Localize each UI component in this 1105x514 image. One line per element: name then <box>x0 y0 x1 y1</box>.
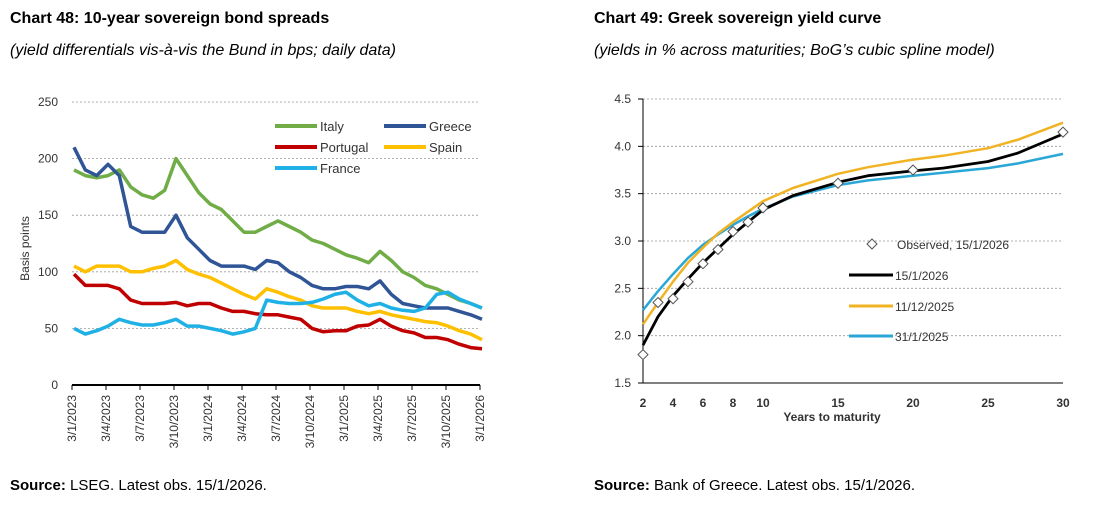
legend-marker-observed <box>866 238 878 250</box>
observed-point <box>1057 126 1069 138</box>
x-tick-label: 25 <box>981 396 995 410</box>
observed-point <box>757 202 769 214</box>
y-tick-label: 1.5 <box>614 376 631 390</box>
x-tick-label: 6 <box>700 396 707 410</box>
source-label: Source: <box>10 477 66 494</box>
series-line-31/1/2025 <box>642 152 1064 311</box>
legend-label-greece: Greece <box>429 119 472 134</box>
x-tick-label: 4 <box>670 396 677 410</box>
x-tick-label: 3/1/2023 <box>65 395 79 442</box>
x-tick-label: 3/7/2025 <box>405 395 419 442</box>
y-tick-label: 4.0 <box>614 139 631 153</box>
observed-point <box>712 243 724 256</box>
x-tick-label: 3/7/2023 <box>133 395 147 442</box>
observed-point <box>697 258 709 270</box>
chart49-subtitle: (yields in % across maturities; BoG’s cu… <box>594 42 995 59</box>
series-line-portugal <box>72 272 483 351</box>
x-tick-label: 3/1/2026 <box>473 395 487 442</box>
x-tick-label: 2 <box>640 396 647 410</box>
series-line-spain <box>73 258 483 342</box>
x-tick-label: 3/1/2024 <box>201 395 215 442</box>
y-tick-label: 50 <box>45 321 59 335</box>
y-tick-label: 4.5 <box>614 92 631 106</box>
legend-label-france: France <box>320 161 360 176</box>
series-line-11/12/2025 <box>641 121 1064 326</box>
chart48-title: Chart 48: 10-year sovereign bond spreads <box>10 10 330 27</box>
legend-label-spain: Spain <box>429 140 462 155</box>
series-line-italy <box>73 156 483 310</box>
source-text: LSEG. Latest obs. 15/1/2026. <box>65 477 267 494</box>
legend-label: 31/1/2025 <box>895 330 949 344</box>
chart49-title: Chart 49: Greek sovereign yield curve <box>594 10 882 27</box>
x-tick-label: 3/10/2025 <box>439 395 453 449</box>
x-tick-label: 3/1/2025 <box>337 395 351 442</box>
y-tick-label: 2.5 <box>614 281 631 295</box>
x-tick-label: 15 <box>831 396 845 410</box>
y-tick-label: 200 <box>38 152 58 166</box>
observed-point <box>637 348 649 361</box>
x-tick-label: 3/10/2023 <box>167 395 181 449</box>
x-tick-label: 3/4/2023 <box>99 395 113 442</box>
legend-label: 15/1/2026 <box>895 269 949 283</box>
x-tick-label: 3/4/2025 <box>371 395 385 442</box>
y-tick-label: 100 <box>38 265 58 279</box>
y-tick-label: 250 <box>38 95 58 109</box>
chart49-source: Source: Bank of Greece. Latest obs. 15/1… <box>594 477 915 494</box>
legend-label: 11/12/2025 <box>895 300 954 314</box>
series-line-greece <box>72 146 483 321</box>
x-tick-label: 20 <box>906 396 920 410</box>
x-tick-label: 30 <box>1056 396 1070 410</box>
x-tick-label: 3/7/2024 <box>269 395 283 442</box>
chart48-subtitle: (yield differentials vis-à-vis the Bund … <box>10 42 396 59</box>
x-tick-label: 3/10/2024 <box>303 395 317 449</box>
legend-label-portugal: Portugal <box>320 140 369 155</box>
observed-point <box>832 177 844 189</box>
legend-label-observed: Observed, 15/1/2026 <box>897 238 1009 252</box>
series-line-france <box>73 290 483 336</box>
observed-point <box>667 293 679 305</box>
x-tick-label: 8 <box>730 396 737 410</box>
observed-point <box>652 296 664 309</box>
y-tick-label: 3.5 <box>614 187 631 201</box>
observed-point <box>682 275 694 288</box>
source-label: Source: <box>594 477 650 494</box>
source-text: Bank of Greece. Latest obs. 15/1/2026. <box>649 477 916 494</box>
observed-point <box>742 216 754 228</box>
y-axis-label: Basis points <box>18 216 32 281</box>
y-tick-label: 150 <box>38 208 58 222</box>
x-tick-label: 3/4/2024 <box>235 395 249 442</box>
x-axis-label: Years to maturity <box>783 410 881 424</box>
y-tick-label: 2.0 <box>614 329 631 343</box>
x-tick-label: 10 <box>756 396 770 410</box>
chart48-source: Source: LSEG. Latest obs. 15/1/2026. <box>10 477 267 494</box>
y-tick-label: 0 <box>51 378 58 392</box>
legend-label-italy: Italy <box>320 119 344 134</box>
observed-point <box>907 164 919 176</box>
y-tick-label: 3.0 <box>614 234 631 248</box>
observed-point <box>727 225 739 238</box>
